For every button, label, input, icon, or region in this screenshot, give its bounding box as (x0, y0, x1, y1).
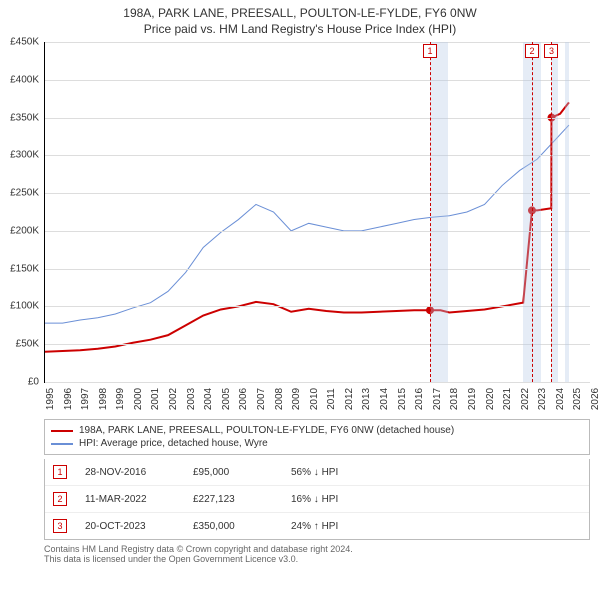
x-axis-label: 2004 (203, 388, 214, 410)
event-price: £350,000 (193, 521, 273, 532)
y-axis-label: £0 (0, 377, 39, 388)
x-axis-label: 2022 (520, 388, 531, 410)
event-marker: 1 (53, 465, 67, 479)
event-row: 2 11-MAR-2022 £227,123 16% ↓ HPI (45, 485, 589, 512)
y-axis-label: £400K (0, 74, 39, 85)
x-axis-label: 2017 (432, 388, 443, 410)
x-axis-label: 2001 (150, 388, 161, 410)
event-vline (430, 42, 431, 382)
x-axis-label: 2021 (502, 388, 513, 410)
x-axis-label: 2003 (186, 388, 197, 410)
x-axis-label: 2019 (467, 388, 478, 410)
legend-item: 198A, PARK LANE, PREESALL, POULTON-LE-FY… (51, 424, 583, 437)
x-axis-label: 2007 (256, 388, 267, 410)
event-date: 20-OCT-2023 (85, 521, 175, 532)
x-axis-label: 2013 (361, 388, 372, 410)
gridline (45, 42, 590, 43)
event-date: 28-NOV-2016 (85, 467, 175, 478)
x-axis-label: 1995 (45, 388, 56, 410)
y-axis-label: £450K (0, 37, 39, 48)
legend: 198A, PARK LANE, PREESALL, POULTON-LE-FY… (44, 419, 590, 455)
event-delta: 16% ↓ HPI (291, 494, 338, 505)
gridline (45, 155, 590, 156)
footer-line: This data is licensed under the Open Gov… (44, 554, 590, 564)
chart-svg (45, 42, 590, 382)
series-line (45, 102, 569, 351)
legend-swatch (51, 430, 73, 432)
gridline (45, 344, 590, 345)
x-axis-label: 2006 (238, 388, 249, 410)
x-axis-label: 2010 (309, 388, 320, 410)
x-axis-label: 2016 (414, 388, 425, 410)
x-axis-label: 2014 (379, 388, 390, 410)
event-vline (551, 42, 552, 382)
event-price: £227,123 (193, 494, 273, 505)
x-axis-label: 2009 (291, 388, 302, 410)
gridline (45, 382, 590, 383)
x-axis-label: 1999 (115, 388, 126, 410)
event-date: 11-MAR-2022 (85, 494, 175, 505)
gridline (45, 269, 590, 270)
y-axis-label: £250K (0, 188, 39, 199)
gridline (45, 231, 590, 232)
footer-line: Contains HM Land Registry data © Crown c… (44, 544, 590, 554)
x-axis-label: 2002 (168, 388, 179, 410)
event-marker: 2 (53, 492, 67, 506)
x-axis-label: 2012 (344, 388, 355, 410)
x-axis-label: 2008 (274, 388, 285, 410)
event-vline (532, 42, 533, 382)
legend-swatch (51, 443, 73, 445)
x-axis-label: 2011 (326, 388, 337, 410)
x-axis-label: 2023 (537, 388, 548, 410)
y-axis-label: £50K (0, 339, 39, 350)
event-marker: 3 (53, 519, 67, 533)
y-axis-label: £300K (0, 150, 39, 161)
events-table: 1 28-NOV-2016 £95,000 56% ↓ HPI 2 11-MAR-2022… (44, 459, 590, 540)
legend-item: HPI: Average price, detached house, Wyre (51, 437, 583, 450)
event-row: 3 20-OCT-2023 £350,000 24% ↑ HPI (45, 512, 589, 539)
event-delta: 56% ↓ HPI (291, 467, 338, 478)
y-axis-label: £100K (0, 301, 39, 312)
gridline (45, 80, 590, 81)
shaded-band (565, 42, 569, 382)
event-marker: 2 (525, 44, 539, 58)
legend-label: 198A, PARK LANE, PREESALL, POULTON-LE-FY… (79, 425, 454, 436)
chart-titles: 198A, PARK LANE, PREESALL, POULTON-LE-FY… (0, 0, 600, 38)
x-axis-label: 2018 (449, 388, 460, 410)
x-axis-label: 1997 (80, 388, 91, 410)
gridline (45, 306, 590, 307)
event-row: 1 28-NOV-2016 £95,000 56% ↓ HPI (45, 459, 589, 485)
gridline (45, 118, 590, 119)
x-axis-label: 2000 (133, 388, 144, 410)
gridline (45, 193, 590, 194)
x-axis-label: 1996 (63, 388, 74, 410)
chart-container: 198A, PARK LANE, PREESALL, POULTON-LE-FY… (0, 0, 600, 564)
chart-subtitle: Price paid vs. HM Land Registry's House … (10, 22, 590, 36)
x-axis-label: 2015 (397, 388, 408, 410)
event-marker: 1 (423, 44, 437, 58)
x-axis-label: 2025 (572, 388, 583, 410)
attribution-footer: Contains HM Land Registry data © Crown c… (44, 544, 590, 564)
y-axis-label: £350K (0, 112, 39, 123)
y-axis-label: £200K (0, 225, 39, 236)
shaded-band (430, 42, 448, 382)
plot-area: £0£50K£100K£150K£200K£250K£300K£350K£400… (44, 42, 590, 383)
y-axis-label: £150K (0, 263, 39, 274)
x-axis-label: 2020 (485, 388, 496, 410)
x-axis-label: 2024 (555, 388, 566, 410)
x-axis-label: 2005 (221, 388, 232, 410)
x-axis-label: 2026 (590, 388, 600, 410)
chart-title: 198A, PARK LANE, PREESALL, POULTON-LE-FY… (10, 6, 590, 20)
event-delta: 24% ↑ HPI (291, 521, 338, 532)
legend-label: HPI: Average price, detached house, Wyre (79, 438, 268, 449)
x-axis-label: 1998 (98, 388, 109, 410)
event-marker: 3 (544, 44, 558, 58)
event-price: £95,000 (193, 467, 273, 478)
